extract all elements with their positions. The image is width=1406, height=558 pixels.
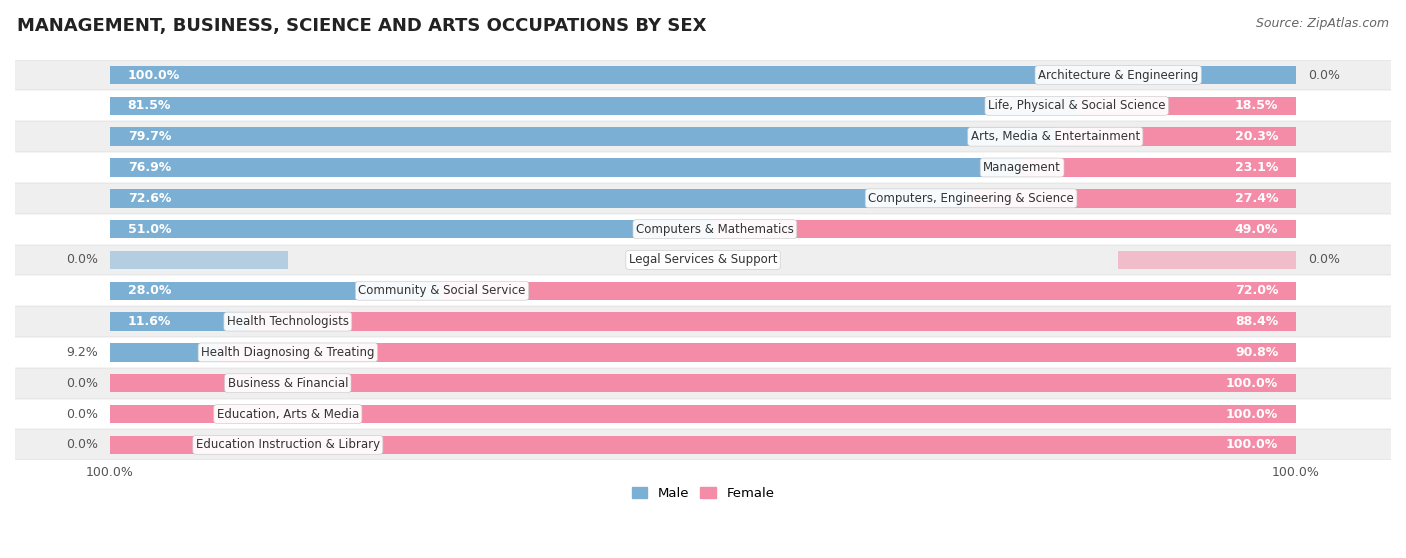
Text: 0.0%: 0.0% xyxy=(1308,253,1340,267)
Text: Education, Arts & Media: Education, Arts & Media xyxy=(217,407,359,421)
Bar xyxy=(247,312,1296,331)
Bar xyxy=(15,275,1391,306)
Bar xyxy=(15,90,1391,121)
Text: Education Instruction & Library: Education Instruction & Library xyxy=(195,439,380,451)
Text: Legal Services & Support: Legal Services & Support xyxy=(628,253,778,267)
Text: 49.0%: 49.0% xyxy=(1234,223,1278,235)
Bar xyxy=(15,337,1391,368)
Bar xyxy=(15,152,1391,183)
Bar xyxy=(110,405,1296,424)
Bar xyxy=(1022,158,1296,177)
Text: Source: ZipAtlas.com: Source: ZipAtlas.com xyxy=(1256,17,1389,30)
Text: 11.6%: 11.6% xyxy=(128,315,172,328)
Bar xyxy=(15,121,1391,152)
Text: Architecture & Engineering: Architecture & Engineering xyxy=(1038,69,1198,81)
Bar xyxy=(15,244,1391,275)
Text: 28.0%: 28.0% xyxy=(128,284,172,297)
Text: 0.0%: 0.0% xyxy=(1308,69,1340,81)
Bar xyxy=(15,183,1391,214)
Bar xyxy=(1118,251,1296,269)
Text: Management: Management xyxy=(983,161,1062,174)
Bar xyxy=(110,343,219,362)
Bar xyxy=(714,220,1296,238)
Bar xyxy=(1077,97,1296,115)
Text: Arts, Media & Entertainment: Arts, Media & Entertainment xyxy=(970,130,1140,143)
Text: 90.8%: 90.8% xyxy=(1234,346,1278,359)
Bar xyxy=(110,158,1022,177)
Text: 72.6%: 72.6% xyxy=(128,192,172,205)
Text: Life, Physical & Social Science: Life, Physical & Social Science xyxy=(988,99,1166,112)
Text: 76.9%: 76.9% xyxy=(128,161,172,174)
Bar xyxy=(110,251,288,269)
Bar xyxy=(15,430,1391,460)
Text: Health Diagnosing & Treating: Health Diagnosing & Treating xyxy=(201,346,374,359)
Text: 0.0%: 0.0% xyxy=(66,377,98,389)
Bar xyxy=(15,306,1391,337)
Text: 100.0%: 100.0% xyxy=(1226,377,1278,389)
Text: Business & Financial: Business & Financial xyxy=(228,377,349,389)
Bar xyxy=(110,66,1296,84)
Text: 0.0%: 0.0% xyxy=(66,407,98,421)
Bar xyxy=(110,189,972,208)
Text: 88.4%: 88.4% xyxy=(1234,315,1278,328)
Text: 23.1%: 23.1% xyxy=(1234,161,1278,174)
Text: 18.5%: 18.5% xyxy=(1234,99,1278,112)
Bar xyxy=(110,97,1077,115)
Text: 20.3%: 20.3% xyxy=(1234,130,1278,143)
Bar xyxy=(15,60,1391,90)
Bar xyxy=(1056,127,1296,146)
Text: 0.0%: 0.0% xyxy=(66,439,98,451)
Text: 81.5%: 81.5% xyxy=(128,99,172,112)
Bar xyxy=(15,214,1391,244)
Bar xyxy=(110,312,247,331)
Text: Health Technologists: Health Technologists xyxy=(226,315,349,328)
Text: 51.0%: 51.0% xyxy=(128,223,172,235)
Legend: Male, Female: Male, Female xyxy=(626,482,780,506)
Bar xyxy=(110,127,1056,146)
Text: 72.0%: 72.0% xyxy=(1234,284,1278,297)
Bar xyxy=(110,282,441,300)
Text: 100.0%: 100.0% xyxy=(1226,439,1278,451)
Text: 100.0%: 100.0% xyxy=(128,69,180,81)
Bar xyxy=(972,189,1296,208)
Text: Community & Social Service: Community & Social Service xyxy=(359,284,526,297)
Text: MANAGEMENT, BUSINESS, SCIENCE AND ARTS OCCUPATIONS BY SEX: MANAGEMENT, BUSINESS, SCIENCE AND ARTS O… xyxy=(17,17,706,35)
Bar xyxy=(110,436,1296,454)
Bar xyxy=(219,343,1296,362)
Text: Computers, Engineering & Science: Computers, Engineering & Science xyxy=(869,192,1074,205)
Text: 0.0%: 0.0% xyxy=(66,253,98,267)
Bar xyxy=(110,374,1296,392)
Bar xyxy=(15,398,1391,430)
Bar xyxy=(110,220,714,238)
Bar xyxy=(441,282,1296,300)
Text: 9.2%: 9.2% xyxy=(66,346,98,359)
Text: 27.4%: 27.4% xyxy=(1234,192,1278,205)
Bar xyxy=(15,368,1391,398)
Text: 79.7%: 79.7% xyxy=(128,130,172,143)
Text: 100.0%: 100.0% xyxy=(1226,407,1278,421)
Text: Computers & Mathematics: Computers & Mathematics xyxy=(636,223,794,235)
